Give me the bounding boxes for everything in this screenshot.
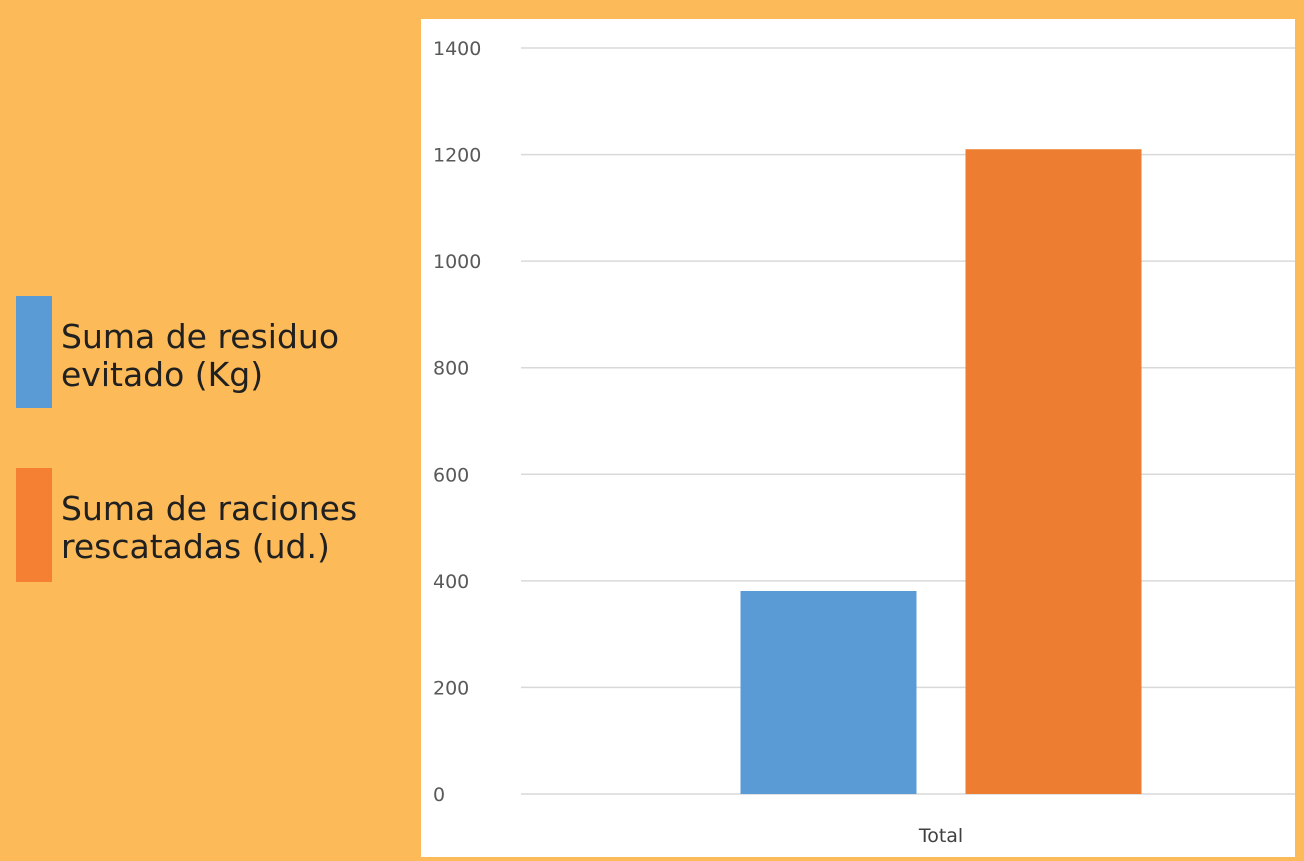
y-tick-label: 400 [433,571,469,593]
y-tick-label: 0 [433,784,445,806]
x-category-label: Total [918,825,963,847]
y-tick-label: 1000 [433,251,481,273]
y-tick-label: 800 [433,358,469,380]
legend-label-residuo: Suma de residuo evitado (Kg) [61,317,340,394]
y-tick-label: 1200 [433,145,481,167]
legend-swatch-blue [16,296,52,408]
y-tick-label: 1400 [433,38,481,60]
legend-label-raciones: Suma de raciones rescatadas (ud.) [61,489,358,566]
legend-item-raciones: Suma de raciones rescatadas (ud.) [16,468,411,582]
y-tick-label: 200 [433,677,469,699]
legend-item-residuo: Suma de residuo evitado (Kg) [16,296,411,408]
legend-swatch-orange [16,468,52,582]
bar-series-1 [740,590,917,794]
bar-series-2 [965,149,1142,794]
bar-chart: 0 200 400 600 800 1000 1200 1400 Total [433,38,1295,847]
y-tick-label: 600 [433,464,469,486]
chart-panel: 0 200 400 600 800 1000 1200 1400 Total [421,19,1295,857]
